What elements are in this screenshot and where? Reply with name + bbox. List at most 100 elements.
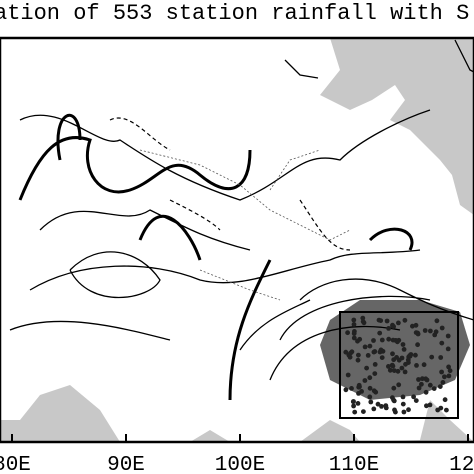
contour-negative <box>109 117 351 251</box>
station-dot <box>377 330 383 336</box>
station-dot <box>383 403 389 408</box>
coast <box>284 59 319 79</box>
station-dot <box>413 352 418 358</box>
station-dot <box>391 397 396 403</box>
station-dot <box>432 332 438 338</box>
station-dot <box>402 317 408 323</box>
station-dot <box>357 336 363 342</box>
station-dot <box>395 339 400 345</box>
station-dot <box>367 385 373 391</box>
station-dot <box>413 322 419 328</box>
station-dot <box>396 320 401 326</box>
station-dot <box>427 402 433 408</box>
station-dot <box>439 369 444 375</box>
station-dot <box>389 362 395 368</box>
station-dot <box>367 343 373 349</box>
station-dot <box>420 376 425 382</box>
station-dot <box>355 401 361 406</box>
station-dot <box>419 381 424 387</box>
station-dot <box>437 384 443 389</box>
station-dot <box>400 401 406 407</box>
x-tick-label: 80E <box>0 454 31 474</box>
station-dot <box>362 378 368 383</box>
station-dot <box>445 346 451 352</box>
station-dot <box>406 360 411 365</box>
station-dot <box>386 364 391 369</box>
title: ation of 553 station rainfall with S <box>0 1 469 26</box>
station-dot <box>434 318 440 324</box>
station-dot <box>367 375 373 381</box>
station-dot <box>371 388 377 394</box>
station-dot <box>390 351 395 357</box>
station-dot <box>351 322 357 327</box>
station-dot <box>423 389 429 395</box>
station-dot <box>384 318 390 324</box>
station-dot <box>410 323 415 329</box>
station-dot <box>379 337 385 343</box>
station-dot <box>446 373 452 379</box>
x-tick-label: 110E <box>329 454 379 474</box>
station-dot <box>356 352 361 358</box>
station-dot <box>416 385 422 391</box>
station-dot <box>414 363 419 368</box>
station-dot <box>439 340 445 346</box>
station-dot <box>401 409 407 415</box>
station-dot <box>346 352 352 358</box>
station-dot <box>439 325 445 331</box>
station-dot <box>445 333 451 339</box>
contour-zero <box>18 113 414 401</box>
station-dot <box>352 409 358 415</box>
station-dot <box>442 397 448 403</box>
station-dot <box>365 353 371 358</box>
station-dot <box>446 364 451 370</box>
station-dot <box>345 330 350 336</box>
station-dot <box>429 354 435 360</box>
station-dot <box>352 329 357 334</box>
shaded-region <box>320 300 470 400</box>
station-dot <box>343 387 349 393</box>
station-dot <box>356 391 361 396</box>
station-dot <box>351 335 357 341</box>
station-dot <box>416 377 421 382</box>
station-dot <box>371 406 377 412</box>
station-dot <box>427 382 433 388</box>
station-dot <box>379 404 384 409</box>
station-dot <box>345 372 351 378</box>
station-dot <box>402 369 408 375</box>
station-dot <box>413 398 419 403</box>
station-dot <box>360 319 366 324</box>
station-dot <box>415 331 421 337</box>
station-dot <box>368 399 374 405</box>
station-dot <box>391 385 397 391</box>
station-dot <box>390 323 396 329</box>
station-dot <box>399 365 405 371</box>
station-dot <box>411 394 416 400</box>
station-dot <box>355 357 361 363</box>
station-dot <box>364 365 369 371</box>
x-axis: 80E 90E 100E 110E 120 <box>0 434 474 474</box>
station-dot <box>350 399 356 405</box>
station-dot <box>362 344 368 350</box>
station-dot <box>349 386 354 391</box>
station-dot <box>351 317 357 323</box>
coast <box>454 39 474 73</box>
station-dot <box>367 394 373 400</box>
station-dot <box>361 409 366 414</box>
map-area <box>0 38 474 442</box>
station-dot <box>421 362 427 368</box>
station-dot <box>396 382 402 388</box>
station-dot <box>372 371 378 376</box>
station-dot <box>428 328 433 334</box>
station-dot <box>424 403 429 409</box>
station-dot <box>396 357 402 363</box>
station-dot <box>406 407 411 413</box>
station-dot <box>351 403 356 409</box>
station-dot <box>356 382 362 388</box>
station-dot <box>422 328 428 333</box>
station-dot <box>378 318 384 323</box>
station-dot <box>372 349 378 354</box>
station-dot <box>401 347 407 352</box>
station-dot <box>391 368 397 373</box>
station-dot <box>372 362 378 367</box>
